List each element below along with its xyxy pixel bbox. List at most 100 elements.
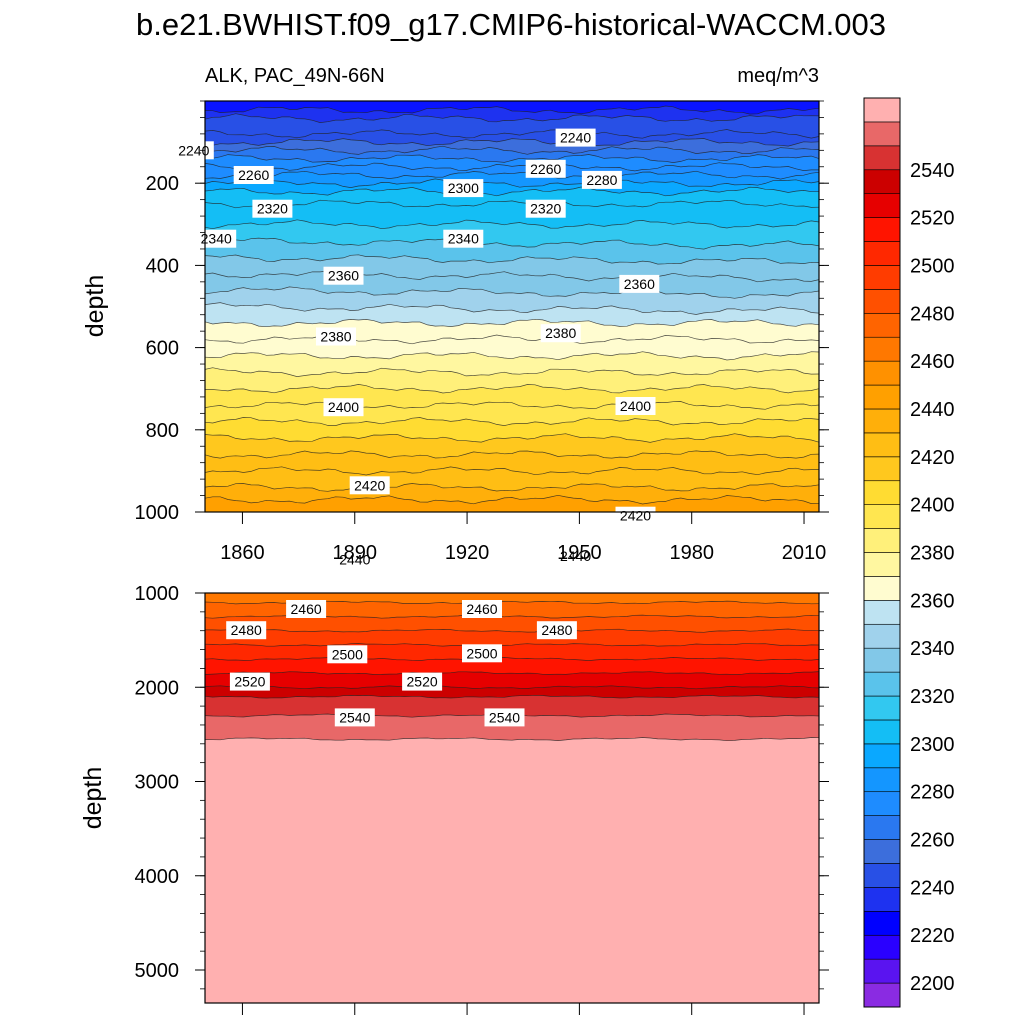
colorbar-swatch <box>863 384 901 410</box>
lower-color-fill <box>205 593 819 1003</box>
contour-label-text: 2380 <box>320 329 351 345</box>
contour-label-box <box>173 141 214 160</box>
contour-label: 2400 <box>323 398 364 417</box>
colorbar-swatch <box>863 336 901 362</box>
contour-label-box <box>581 170 622 189</box>
contour-line <box>205 270 819 283</box>
contour-label-box <box>334 708 375 727</box>
lower-y-axis: 1000 2000 3000 4000 5000 <box>135 583 829 990</box>
colorbar-swatch <box>863 934 901 960</box>
colorbar-label: 2540 <box>910 160 955 182</box>
x-tick-label: 1890 <box>333 542 378 564</box>
colorbar-label: 2220 <box>910 925 955 947</box>
contour-label-box <box>323 398 364 417</box>
colorbar-swatch <box>863 791 901 816</box>
contour-label: 2240 <box>173 141 214 160</box>
upper-color-fill <box>205 101 819 512</box>
contour-line <box>205 170 819 180</box>
colorbar-label: 2440 <box>910 399 955 421</box>
contour-label-text: 2460 <box>291 601 322 617</box>
colorbar-frame <box>863 97 901 1008</box>
contour-label-box <box>252 199 293 218</box>
contour-line <box>205 105 819 115</box>
contour-label-text: 2340 <box>201 231 232 247</box>
contour-label-text: 2260 <box>530 161 561 177</box>
contour-label-text: 2400 <box>620 398 651 414</box>
colorbar-swatch <box>863 671 901 697</box>
contour-line <box>205 483 819 492</box>
x-tick-label: 1920 <box>445 542 490 564</box>
lower-contour-labels: 2460 2460 2480 2480 2500 2500 2520 2520 2540 2540 <box>226 600 577 727</box>
contour-label-text: 2240 <box>178 142 209 158</box>
contour-label-box <box>540 324 581 343</box>
x-tick-label: 1980 <box>669 542 714 564</box>
contour-label-text: 2360 <box>624 276 655 292</box>
contour-label: 2460 <box>286 600 327 618</box>
contour-line <box>205 129 819 139</box>
contour-line <box>205 145 819 155</box>
contour-label-box <box>334 550 375 569</box>
colorbar-swatch <box>863 958 901 984</box>
upper-contour-lines <box>205 105 819 505</box>
contour-line <box>205 657 819 661</box>
colorbar-label: 2500 <box>910 255 955 277</box>
contour-label: 2300 <box>443 179 484 198</box>
colorbar-swatch <box>863 647 901 673</box>
colorbar-label: 2340 <box>910 638 955 660</box>
contour-line <box>205 286 819 299</box>
contour-label-box <box>536 621 577 640</box>
colorbar-swatch <box>863 432 901 458</box>
colorbar-swatch <box>863 265 901 290</box>
upper-plot-frame <box>204 100 820 513</box>
colorbar-swatch <box>863 695 901 721</box>
contour-label-box <box>443 179 484 198</box>
contour-line <box>205 685 819 690</box>
contour-line <box>205 494 819 505</box>
chart-title: b.e21.BWHIST.f09_g17.CMIP6-historical-WA… <box>136 7 886 42</box>
colorbar-swatch <box>863 360 901 386</box>
colorbar-swatch <box>863 887 901 912</box>
x-tick-label: 1950 <box>557 542 602 564</box>
contour-label-text: 2420 <box>620 508 651 524</box>
colorbar-swatch <box>863 982 901 1008</box>
contour-label-box <box>323 266 364 285</box>
contour-label-text: 2240 <box>560 130 591 146</box>
y-tick-label: 600 <box>146 338 179 360</box>
lower-y-axis-title: depth <box>79 767 107 830</box>
contour-label-text: 2320 <box>530 201 561 217</box>
colorbar-swatch <box>863 815 901 840</box>
contour-label-box <box>229 672 270 691</box>
contour-label-text: 2520 <box>407 674 438 690</box>
x-tick-label: 2010 <box>782 542 827 564</box>
contour-line <box>205 433 819 443</box>
contour-label: 2520 <box>402 672 443 691</box>
colorbar-label: 2280 <box>910 782 955 804</box>
colorbar-label: 2240 <box>910 877 955 899</box>
contour-label: 2520 <box>229 672 270 691</box>
contour-label-text: 2540 <box>489 709 520 725</box>
contour-label: 2340 <box>196 229 237 248</box>
colorbar-swatch <box>863 600 901 625</box>
contour-label: 2320 <box>252 199 293 218</box>
colorbar-swatch <box>863 863 901 888</box>
colorbar-label: 2260 <box>910 830 955 852</box>
y-tick-label: 200 <box>146 173 179 195</box>
contour-label-text: 2280 <box>586 172 617 188</box>
contour-label-box <box>286 600 327 618</box>
upper-panel: 2240 2240 2260 2260 2280 2300 2320 2320 2340 2340… <box>81 100 829 569</box>
contour-line <box>205 628 819 633</box>
contour-label-box <box>525 199 566 218</box>
colorbar-swatch <box>863 504 901 529</box>
colorbar-swatch <box>863 743 901 769</box>
contour-label: 2360 <box>619 274 660 293</box>
contour-line <box>205 351 819 361</box>
contour-label: 2480 <box>536 621 577 640</box>
lower-plot-frame <box>204 592 820 1004</box>
colorbar-swatch <box>863 408 901 434</box>
x-tick-label: 1860 <box>220 542 265 564</box>
lower-panel: 2460 2460 2480 2480 2500 2500 2520 2520 2540 2540… <box>79 583 829 1015</box>
contour-label-text: 2440 <box>339 552 370 568</box>
colorbar-swatch <box>863 169 901 194</box>
colorbar-swatch <box>863 121 901 147</box>
